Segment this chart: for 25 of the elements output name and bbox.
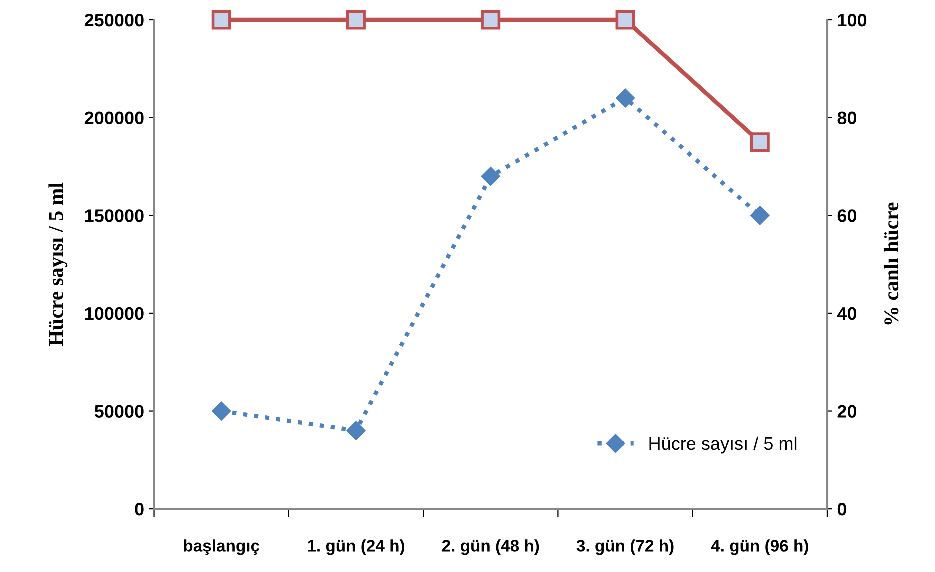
y2-tick-label: 20 <box>838 405 857 418</box>
x-tick-label: 1. gün (24 h) <box>308 540 404 556</box>
y2-tick-label: 0 <box>838 503 846 516</box>
y-tick-label: 50000 <box>94 405 144 418</box>
x-tick-label: 3. gün (72 h) <box>576 540 674 556</box>
y-tick-label: 150000 <box>85 210 144 222</box>
y-tick-label: 200000 <box>84 112 144 125</box>
point <box>346 421 366 440</box>
y2-tick-label: 60 <box>838 210 857 222</box>
point <box>750 206 770 226</box>
point <box>481 166 500 186</box>
y2-tick-label: 100 <box>838 14 867 27</box>
point <box>616 88 636 108</box>
y-tick-label: 0 <box>135 503 144 516</box>
y-tick-label: 100000 <box>85 307 144 320</box>
x-tick-label: başlangıç <box>184 540 260 556</box>
y2-tick-label: 40 <box>837 307 857 320</box>
y-tick-label: 250000 <box>84 14 144 27</box>
y2-axis-title: % canlı hücre <box>884 202 899 325</box>
x-tick-label: 4. gün (96 h) <box>711 540 808 556</box>
x-tick-label: 2. gün (48 h) <box>442 540 540 556</box>
y-axis-title: Hücre sayısı / 5 ml <box>48 182 68 346</box>
y2-tick-label: 80 <box>838 112 857 125</box>
legend-label: Hücre sayısı / 5 ml <box>650 436 797 454</box>
point <box>212 402 232 421</box>
